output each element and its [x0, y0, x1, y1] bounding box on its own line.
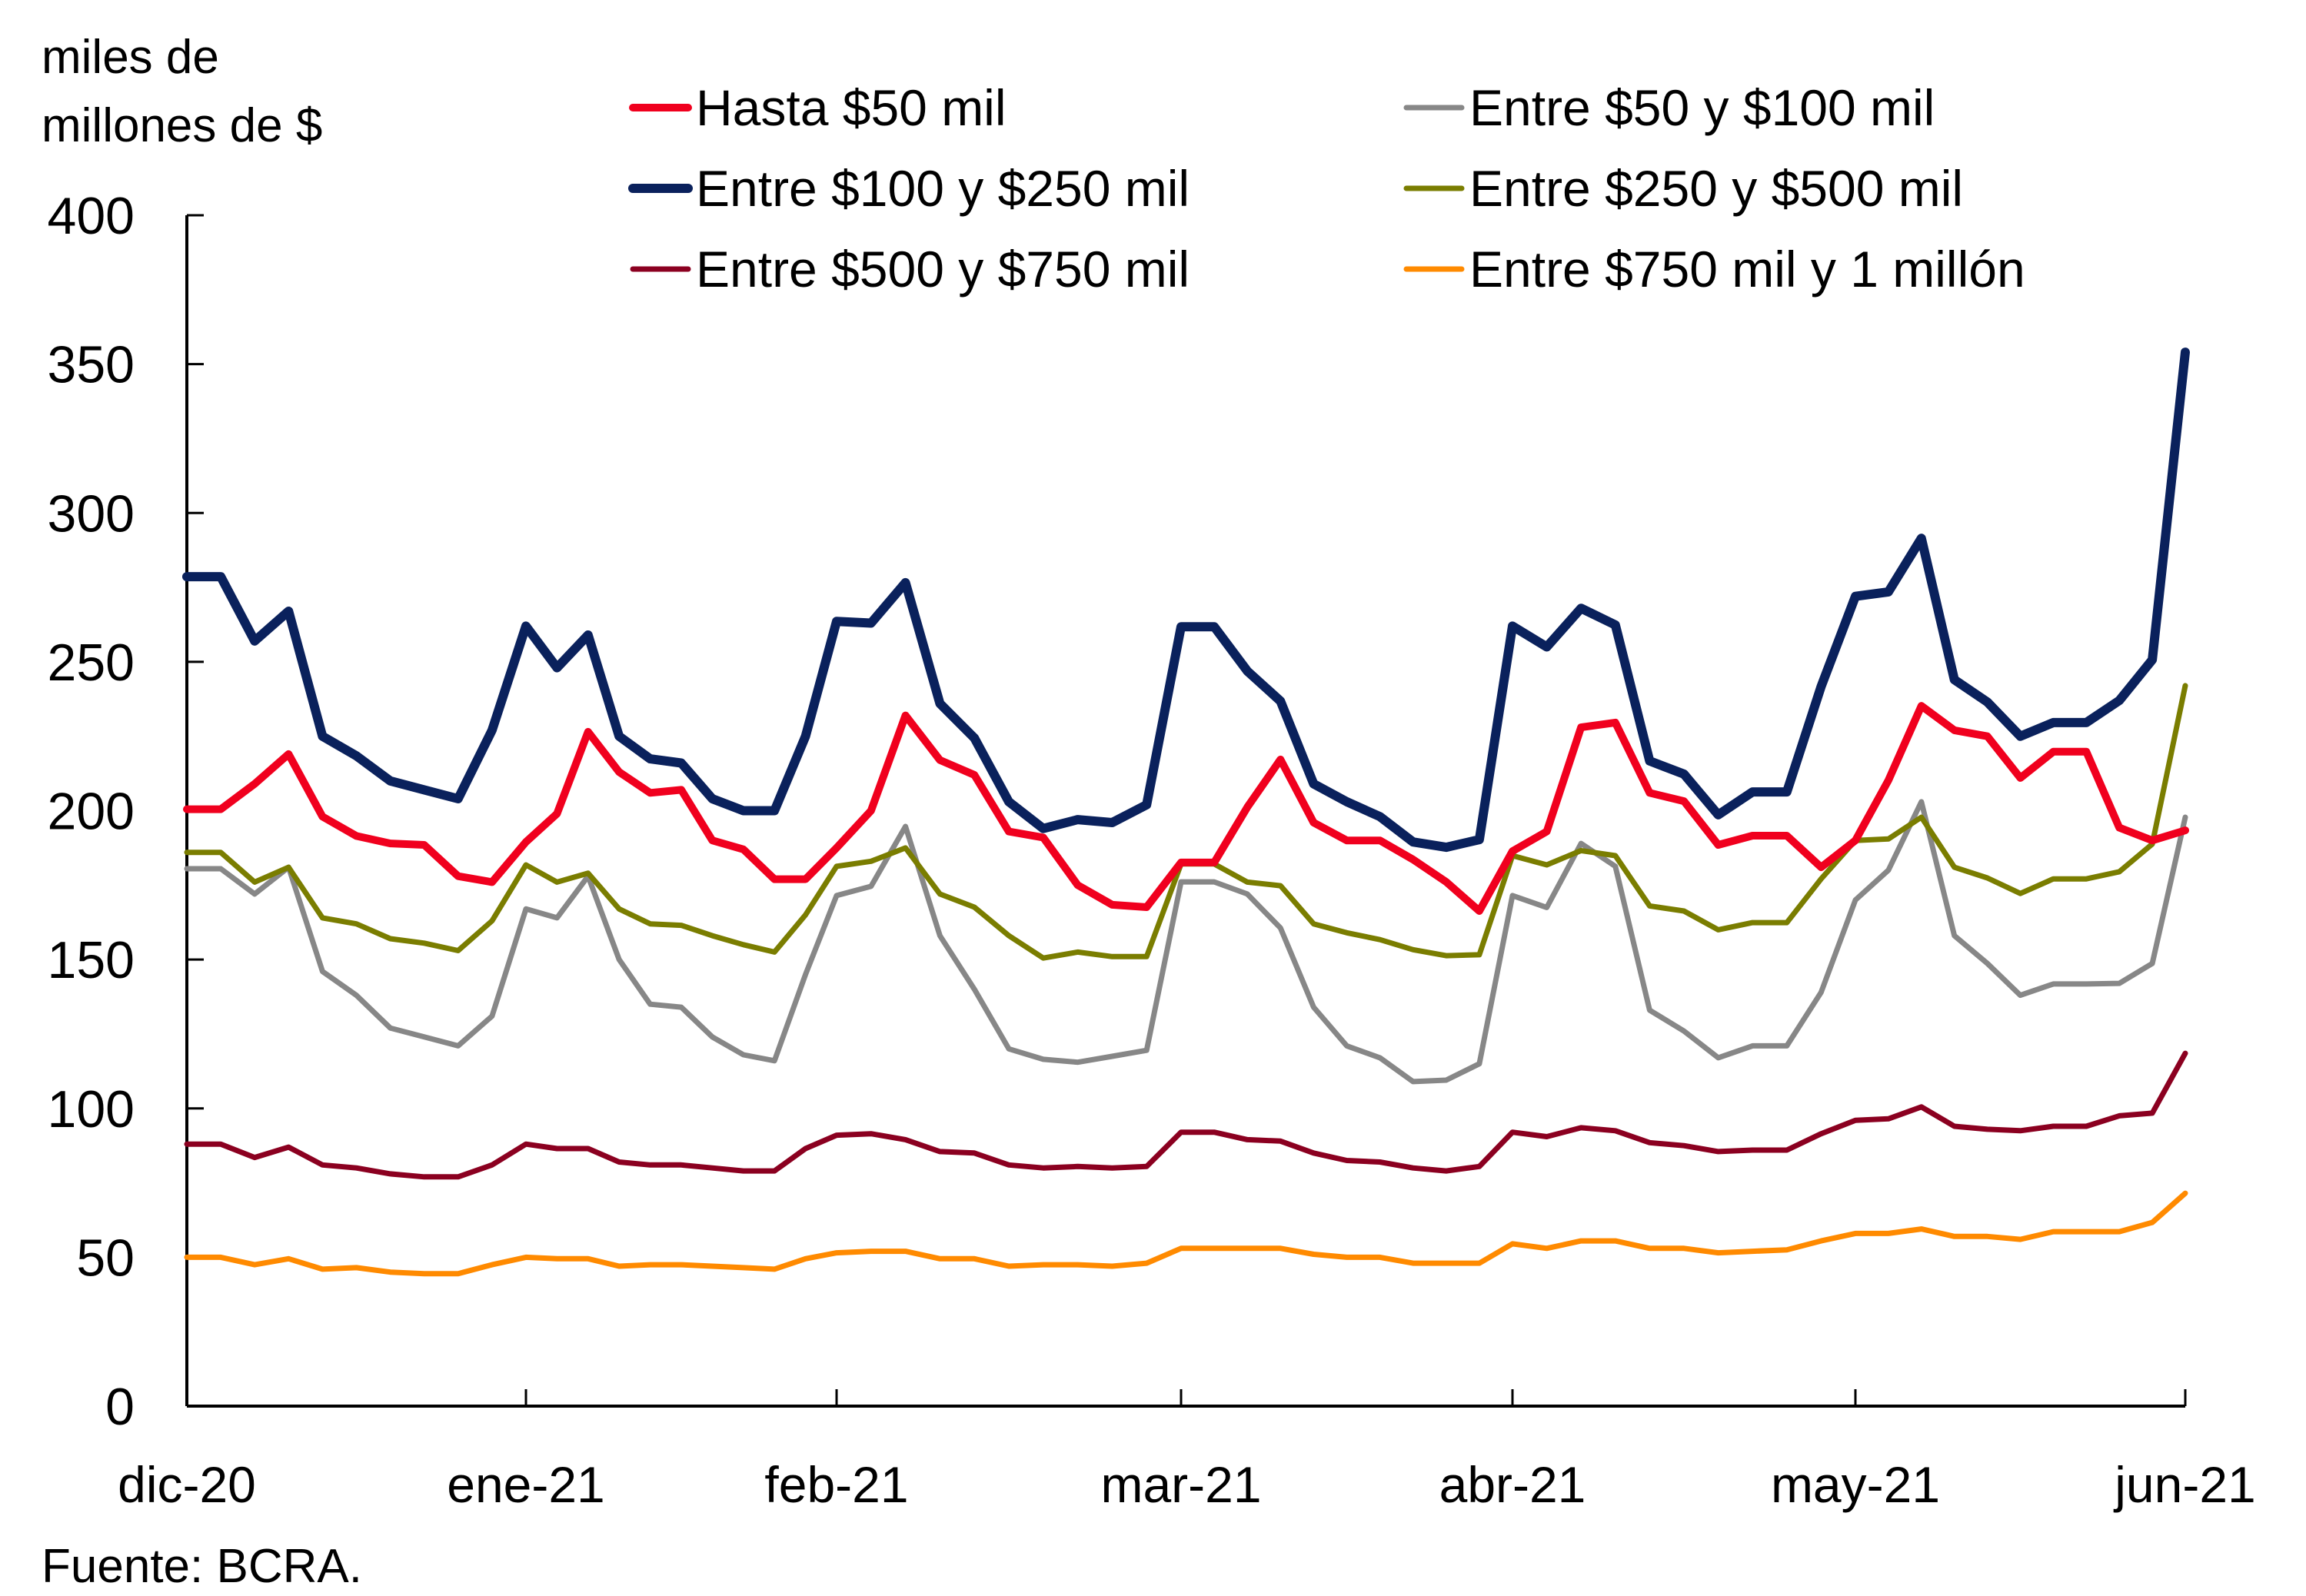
legend-item: Entre $750 mil y 1 millón: [1403, 241, 2025, 298]
x-tick-label: jun-21: [2113, 1456, 2255, 1513]
series-line-entre-750-mil-y-1-mill-n: [184, 1190, 2188, 1277]
x-tick-label: dic-20: [118, 1456, 256, 1513]
y-tick-label: 350: [48, 336, 135, 394]
y-tick-label: 150: [48, 931, 135, 989]
legend-item: Entre $100 y $250 mil: [628, 160, 1190, 217]
legend-item: Hasta $50 mil: [629, 79, 1007, 136]
legend-label: Entre $100 y $250 mil: [696, 160, 1190, 217]
y-tick-label: 250: [48, 633, 135, 692]
legend-label: Entre $50 y $100 mil: [1469, 79, 1935, 136]
legend-label: Entre $500 y $750 mil: [696, 241, 1190, 298]
x-tick-label: ene-21: [447, 1456, 605, 1513]
y-axis-title-line-2: millones de $: [42, 99, 322, 152]
series-line-entre-500-y-750-mil: [184, 1050, 2188, 1180]
source-note: Fuente: BCRA.: [42, 1540, 362, 1593]
legend-item: Entre $50 y $100 mil: [1403, 79, 1935, 136]
legend-label: Entre $250 y $500 mil: [1469, 160, 1963, 217]
y-tick-label: 200: [48, 783, 135, 841]
legend-label: Hasta $50 mil: [696, 79, 1007, 136]
x-tick-label: feb-21: [764, 1456, 908, 1513]
legend: Hasta $50 mil Entre $50 y $100 mil Entre $…: [628, 79, 2025, 298]
x-tick-label: abr-21: [1439, 1456, 1586, 1513]
legend-item: Entre $250 y $500 mil: [1403, 160, 1963, 217]
series-group: [182, 347, 2190, 1277]
series-line-hasta-50-mil: [183, 702, 2189, 915]
y-tick-label: 100: [48, 1080, 135, 1139]
y-axis-title-line-1: miles de: [42, 31, 219, 84]
y-tick-label: 300: [48, 484, 135, 543]
x-tick-label: may-21: [1771, 1456, 1940, 1513]
y-tick-label: 50: [76, 1229, 135, 1287]
series-line-entre-100-y-250-mil: [182, 347, 2190, 853]
y-tick-label: 400: [48, 187, 135, 245]
legend-label: Entre $750 mil y 1 millón: [1469, 241, 2025, 298]
legend-item: Entre $500 y $750 mil: [630, 241, 1190, 298]
x-tick-label: mar-21: [1100, 1456, 1261, 1513]
series-line-entre-50-y-100-mil: [184, 799, 2188, 1085]
y-tick-label: 0: [105, 1378, 135, 1436]
